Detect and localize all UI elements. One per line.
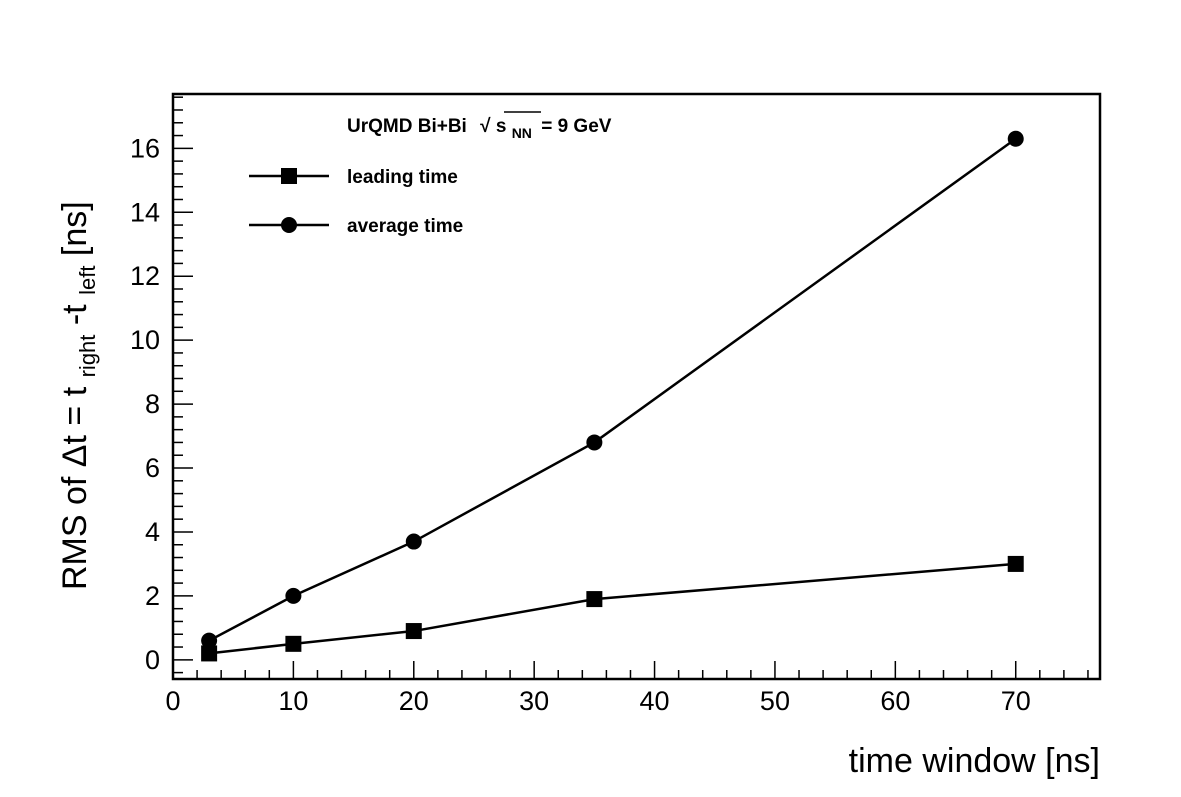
x-tick-label: 0 (165, 686, 180, 716)
series-line-1 (208, 137, 1017, 642)
data-point-square (201, 645, 218, 662)
x-tick-label: 50 (760, 686, 790, 716)
annotation-var-sub: NN (512, 125, 532, 141)
data-point-circle (285, 587, 302, 604)
annotation-prefix: UrQMD Bi+Bi (347, 116, 467, 137)
y-tick-label: 0 (145, 645, 160, 675)
axis-tick-labels: 0 10 20 30 40 50 60 70 0 2 4 6 8 10 12 14 16 (130, 133, 1031, 716)
data-point-square (285, 635, 302, 652)
y-tick-label: 12 (130, 261, 160, 291)
y-axis-title: RMS of Δt = t right -t left [ns] (56, 201, 103, 590)
legend-marker-average (281, 217, 297, 233)
chart-annotation: UrQMD Bi+Bi √ s NN = 9 GeV (347, 116, 612, 143)
y-tick-label: 2 (145, 581, 160, 611)
y-axis-title-sub2: left (75, 266, 100, 295)
annotation-suffix: = 9 GeV (541, 116, 612, 137)
y-axis-title-mid: -t (56, 304, 94, 325)
data-point-circle (586, 434, 603, 451)
y-tick-label: 6 (145, 453, 160, 483)
data-point-square (405, 623, 422, 640)
y-axis-title-sub1: right (75, 335, 100, 378)
legend: leading time average time (249, 167, 463, 237)
data-point-circle (405, 533, 422, 550)
y-axis-title-prefix: RMS of Δt = t (56, 386, 94, 590)
x-tick-label: 20 (399, 686, 429, 716)
x-axis-title: time window [ns] (849, 742, 1100, 780)
y-axis-title-suffix: [ns] (56, 201, 94, 256)
legend-marker-leading (281, 168, 297, 184)
y-tick-label: 4 (145, 517, 160, 547)
data-point-circle (201, 632, 218, 649)
x-tick-label: 70 (1001, 686, 1031, 716)
x-tick-label: 60 (880, 686, 910, 716)
y-tick-label: 10 (130, 325, 160, 355)
y-tick-label: 8 (145, 389, 160, 419)
data-point-circle (1007, 130, 1024, 147)
data-point-square (1007, 555, 1024, 572)
x-tick-label: 10 (278, 686, 308, 716)
series-line-0 (208, 562, 1016, 655)
legend-label-average: average time (347, 216, 463, 237)
data-point-square (586, 591, 603, 608)
x-tick-label: 40 (640, 686, 670, 716)
plot-frame (171, 92, 1102, 681)
series-layer (201, 130, 1024, 662)
axis-ticks (172, 96, 1089, 679)
y-tick-label: 16 (130, 133, 160, 163)
y-tick-label: 14 (130, 197, 160, 227)
annotation-var: s (496, 116, 507, 137)
legend-label-leading: leading time (347, 167, 458, 188)
sqrt-symbol: √ (480, 116, 491, 137)
x-tick-label: 30 (519, 686, 549, 716)
